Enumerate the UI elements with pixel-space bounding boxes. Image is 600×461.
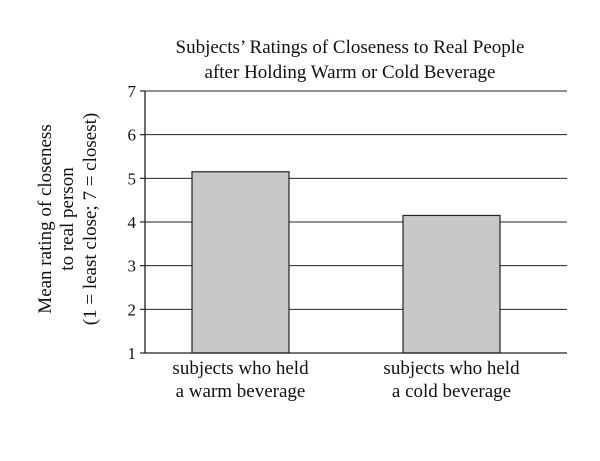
x-category-label: a warm beverage bbox=[176, 381, 306, 402]
y-tick-label: 1 bbox=[128, 344, 137, 363]
y-tick-label: 2 bbox=[128, 300, 137, 319]
x-category-label: a cold beverage bbox=[392, 381, 511, 402]
bar bbox=[191, 171, 290, 354]
y-axis-label: Mean rating of closeness to real person … bbox=[35, 113, 101, 325]
y-tick-label: 5 bbox=[128, 169, 137, 188]
y-axis-label-line-1: Mean rating of closeness bbox=[35, 124, 56, 313]
y-tick-label: 7 bbox=[128, 82, 137, 101]
y-tick-label: 3 bbox=[128, 257, 137, 276]
x-category-label: subjects who held bbox=[383, 358, 520, 379]
y-tick-label: 6 bbox=[128, 126, 137, 145]
chart-title-line-1: Subjects’ Ratings of Closeness to Real P… bbox=[176, 37, 525, 58]
chart-title-line-2: after Holding Warm or Cold Beverage bbox=[205, 62, 496, 83]
x-category-label: subjects who held bbox=[172, 358, 309, 379]
y-tick-label: 4 bbox=[128, 213, 137, 232]
y-axis-label-line-2: to real person bbox=[57, 167, 78, 271]
y-axis-label-line-3: (1 = least close; 7 = closest) bbox=[80, 113, 101, 325]
bars bbox=[191, 171, 501, 354]
bar bbox=[402, 214, 501, 354]
chart-title: Subjects’ Ratings of Closeness to Real P… bbox=[176, 37, 525, 83]
y-axis-ticks: 1 2 3 4 5 6 7 bbox=[128, 82, 145, 363]
